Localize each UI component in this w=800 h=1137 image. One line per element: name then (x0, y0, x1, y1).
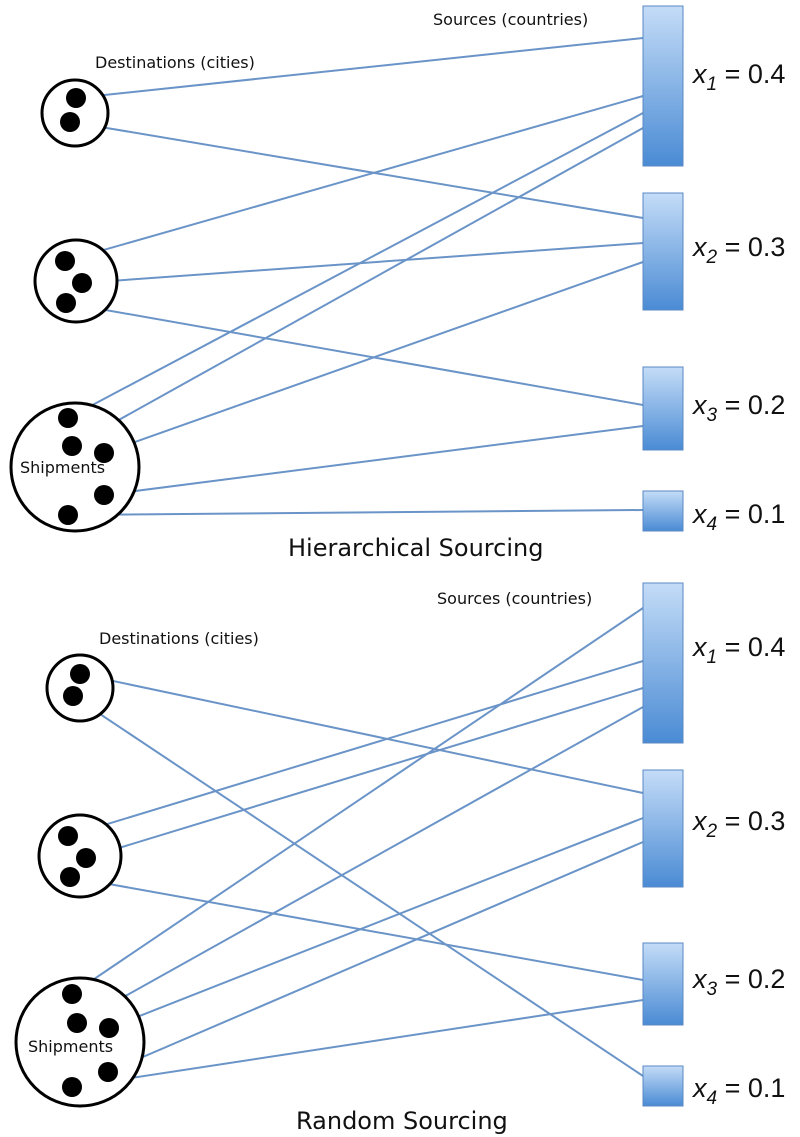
edge (103, 261, 644, 454)
edges-random (67, 607, 644, 1088)
edge (67, 660, 644, 837)
shipment-dot (94, 443, 114, 463)
edge (107, 841, 644, 1073)
edge (67, 112, 644, 419)
source-box-4 (642, 490, 684, 532)
edge (103, 425, 644, 496)
city-1 (40, 78, 110, 148)
source-box-2 (642, 769, 684, 888)
shipment-dot (62, 1077, 82, 1097)
city-1 (45, 653, 115, 723)
panel-title: Random Sourcing (296, 1107, 508, 1135)
shipment-dot (94, 485, 114, 505)
panel-hierarchical: Destinations (cities) Sources (countries… (9, 5, 785, 562)
city-2 (37, 813, 123, 899)
source-box-3 (642, 366, 684, 451)
edge (72, 695, 644, 1077)
source-box-1 (642, 5, 684, 167)
edge (108, 817, 644, 1029)
sources-label: Sources (countries) (433, 10, 588, 29)
source-box-3 (642, 942, 684, 1026)
edge (64, 95, 644, 262)
shipment-dot (98, 1062, 118, 1082)
shipment-dot (76, 848, 96, 868)
city-3 (14, 976, 146, 1108)
source-value-label-1: x1 = 0.4 (691, 632, 785, 668)
edge (71, 607, 644, 995)
panel-random: Destinations (cities) Sources (countries… (14, 582, 785, 1135)
source-value-label-3: x3 = 0.2 (691, 964, 785, 1000)
source-value-label-3: x3 = 0.2 (691, 390, 785, 426)
shipment-dot (58, 826, 78, 846)
destinations-label: Destinations (cities) (95, 53, 255, 72)
sources-label: Sources (countries) (437, 589, 592, 608)
shipment-dot (62, 436, 82, 456)
source-box-2 (642, 192, 684, 311)
shipments-label: Shipments (28, 1037, 113, 1056)
edge (71, 127, 644, 447)
edge (70, 121, 644, 219)
source-value-label-2: x2 = 0.3 (691, 232, 785, 268)
source-value-label-1: x1 = 0.4 (691, 59, 785, 95)
source-box-1 (642, 582, 684, 744)
source-value-label-4: x4 = 0.1 (691, 499, 785, 535)
edge (85, 687, 644, 859)
shipment-dot (62, 984, 82, 1004)
shipment-dot (60, 867, 80, 887)
shipment-dot (60, 112, 80, 132)
edge (71, 999, 644, 1088)
shipment-dot (63, 686, 83, 706)
edge (79, 673, 644, 794)
shipment-dot (67, 1013, 87, 1033)
shipment-dot (70, 664, 90, 684)
source-value-label-4: x4 = 0.1 (691, 1073, 785, 1109)
edge (65, 302, 644, 406)
shipment-dot (56, 293, 76, 313)
shipment-dot (55, 251, 75, 271)
shipment-dot (99, 1018, 119, 1038)
edge (81, 242, 644, 284)
shipment-dot (66, 88, 86, 108)
shipment-dot (58, 505, 78, 525)
source-box-4 (642, 1065, 684, 1107)
city-2 (33, 238, 119, 324)
shipment-dot (58, 408, 78, 428)
shipment-dot (72, 273, 92, 293)
shipments-label: Shipments (20, 458, 105, 477)
edge (75, 37, 644, 99)
source-value-label-2: x2 = 0.3 (691, 806, 785, 842)
edges-hierarchical (64, 37, 644, 516)
city-3 (9, 401, 141, 533)
edge (69, 876, 644, 981)
destinations-label: Destinations (cities) (99, 629, 259, 648)
edge (67, 509, 644, 516)
panel-title: Hierarchical Sourcing (288, 534, 543, 562)
edge (76, 706, 644, 1024)
